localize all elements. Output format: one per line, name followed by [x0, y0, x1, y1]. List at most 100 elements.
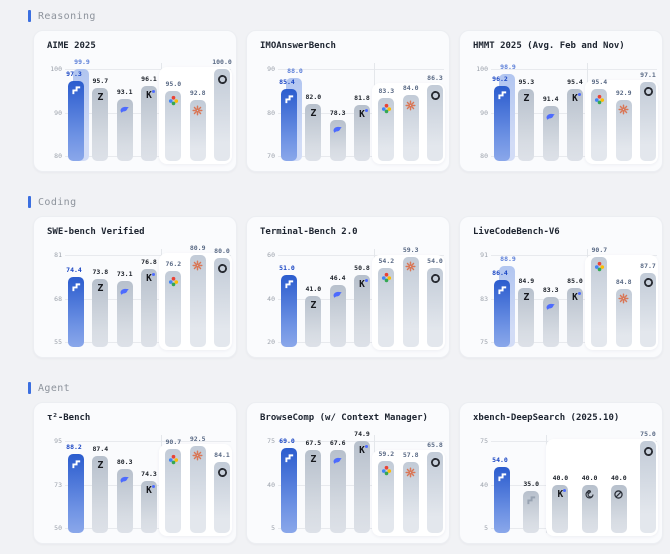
section-label: Coding: [38, 196, 77, 208]
bar[interactable]: [640, 441, 656, 533]
bar[interactable]: [68, 454, 84, 533]
bar-value-label: 74.4: [66, 266, 82, 275]
k-icon: K: [143, 273, 155, 285]
bar[interactable]: [189, 445, 206, 533]
bar[interactable]: [165, 449, 182, 533]
bar[interactable]: [68, 80, 84, 161]
bar[interactable]: [305, 450, 322, 533]
bar[interactable]: [378, 98, 395, 161]
bar-value-label: 51.0: [279, 263, 295, 272]
chart-title: IMOAnswerBench: [260, 41, 336, 51]
bar[interactable]: [305, 296, 322, 347]
bar-value-label: 40.0: [610, 473, 627, 482]
tick-label: 80: [267, 108, 275, 117]
bar-value-label: 95.7: [92, 76, 109, 85]
tick-label: 70: [267, 152, 275, 160]
k-icon: K: [569, 93, 581, 105]
bar[interactable]: [640, 272, 656, 347]
bar[interactable]: [494, 85, 510, 161]
bar[interactable]: [281, 274, 297, 347]
bar[interactable]: [165, 90, 182, 161]
bar[interactable]: [427, 452, 443, 533]
bar[interactable]: [305, 103, 322, 161]
bar[interactable]: [329, 119, 346, 161]
bar[interactable]: [615, 288, 632, 347]
bar[interactable]: [610, 484, 627, 533]
bar-value-label: 95.0: [165, 79, 182, 88]
tick-label: 68: [54, 294, 62, 303]
bar[interactable]: [116, 469, 133, 533]
bar[interactable]: [116, 281, 133, 347]
bar[interactable]: [542, 106, 559, 161]
bar[interactable]: [165, 271, 182, 347]
bar[interactable]: [214, 258, 230, 347]
bar-value-secondary: 88.0: [287, 66, 303, 75]
bar[interactable]: [402, 95, 419, 161]
bar[interactable]: [402, 256, 419, 347]
bar[interactable]: [615, 99, 632, 161]
bar-value-label: 82.0: [305, 92, 322, 101]
bar[interactable]: [281, 89, 297, 161]
bar[interactable]: [92, 87, 109, 161]
knot-icon: [642, 277, 654, 289]
bar[interactable]: [281, 448, 297, 533]
primary-icon: [70, 85, 82, 97]
bar-value-label: 74.3: [141, 470, 157, 479]
tick-label: 90: [480, 108, 488, 117]
k-icon: K: [554, 488, 567, 501]
bar[interactable]: [329, 284, 346, 347]
bar[interactable]: [214, 69, 230, 161]
tick-label: 95: [54, 437, 62, 445]
bar[interactable]: [214, 462, 230, 533]
bar[interactable]: [591, 89, 608, 161]
bar[interactable]: [189, 255, 206, 347]
bar[interactable]: [378, 267, 395, 347]
bar-value-label: 92.5: [189, 434, 206, 443]
bar-value-label: 80.9: [189, 244, 206, 253]
bar[interactable]: [494, 280, 510, 347]
bar[interactable]: [141, 481, 157, 533]
gridline: [278, 255, 444, 256]
bar[interactable]: [427, 85, 443, 161]
bar[interactable]: [116, 99, 133, 161]
bar[interactable]: [141, 269, 157, 347]
bar[interactable]: [518, 89, 535, 161]
bar[interactable]: [552, 484, 569, 533]
bar-value-label: 92.9: [615, 88, 632, 97]
bar[interactable]: [518, 288, 535, 347]
bar[interactable]: [68, 277, 84, 347]
bar[interactable]: [329, 450, 346, 533]
bar[interactable]: [354, 275, 370, 347]
gridline: [65, 255, 231, 256]
bar[interactable]: [402, 462, 419, 533]
bar[interactable]: [567, 89, 583, 161]
bar[interactable]: [92, 455, 109, 533]
bar[interactable]: [141, 85, 157, 161]
chart-card: xbench-DeepSearch (2025.10) 75 40 5 54.0 35.0…: [459, 402, 663, 544]
bar[interactable]: [354, 441, 370, 533]
knot-icon: [216, 262, 228, 274]
k-icon: K: [356, 108, 368, 121]
bar[interactable]: [591, 256, 608, 347]
bar-value-label: 84.9: [518, 277, 535, 286]
bar[interactable]: [581, 484, 598, 533]
bar[interactable]: [92, 279, 109, 347]
bar[interactable]: [567, 287, 583, 347]
bar[interactable]: [354, 104, 370, 161]
chart-title: xbench-DeepSearch (2025.10): [473, 413, 620, 423]
bar-value-label: 92.8: [189, 89, 206, 98]
bar-value-label: 75.0: [640, 430, 656, 438]
bar[interactable]: [542, 296, 559, 347]
bar[interactable]: [378, 460, 395, 533]
z-icon: Z: [310, 107, 317, 119]
chart-row: AIME 2025 100 90 80 99.9 97.3 Z 95.7 93.1 K 96.1 95…: [28, 30, 663, 172]
bar-value-label: 54.2: [378, 256, 395, 265]
orange-burst-icon: [405, 99, 417, 111]
chart-card: SWE-bench Verified 81 68 55 74.4 Z 73.8 73.1 K 76…: [33, 216, 237, 358]
bar[interactable]: [427, 268, 443, 347]
bar[interactable]: [494, 467, 510, 533]
bar[interactable]: [640, 81, 656, 161]
k-icon: K: [569, 291, 581, 304]
bar[interactable]: [189, 100, 206, 161]
bar-value-label: 78.3: [329, 108, 346, 117]
